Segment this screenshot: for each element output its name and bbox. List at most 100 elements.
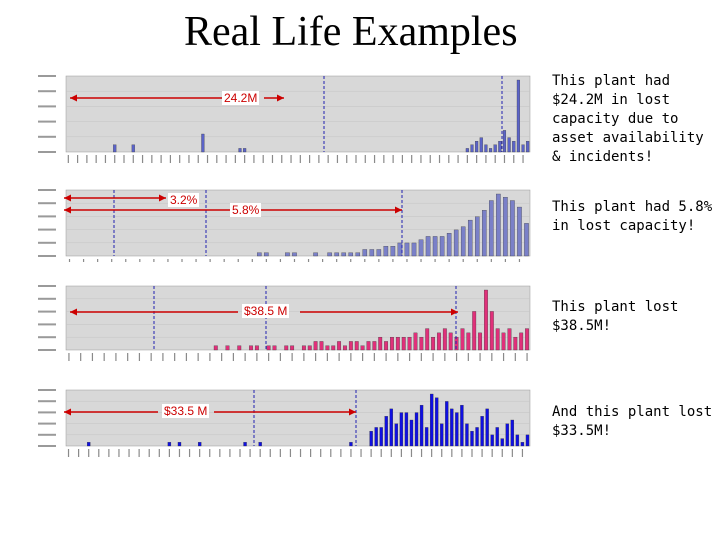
bar	[301, 345, 306, 351]
bar	[450, 408, 454, 447]
x-tick-label	[141, 155, 144, 163]
x-tick-label	[197, 155, 199, 163]
x-tick-label	[360, 449, 362, 457]
y-tick-label	[38, 215, 56, 218]
bar	[369, 249, 375, 257]
x-tick-label	[514, 353, 516, 361]
bar	[337, 341, 342, 351]
x-tick-label	[253, 155, 255, 163]
x-tick-label	[181, 259, 183, 262]
x-tick-label	[259, 449, 261, 457]
bar	[292, 252, 297, 257]
chart-4-annotation: $33.5 M	[162, 404, 210, 418]
chart-panel-2	[34, 188, 534, 262]
bar	[225, 345, 230, 351]
x-tick-label	[491, 449, 493, 457]
x-tick-label	[373, 155, 376, 163]
x-tick-label	[77, 155, 79, 163]
y-tick-label	[38, 323, 56, 326]
bar	[334, 252, 339, 257]
bar	[524, 223, 529, 257]
x-tick-label	[249, 449, 251, 457]
x-tick-label	[114, 155, 116, 163]
x-tick-label	[244, 353, 246, 361]
bar	[472, 311, 477, 351]
x-tick-label	[420, 449, 423, 457]
x-tick-label	[490, 259, 492, 262]
bar	[327, 252, 332, 257]
bar	[505, 423, 509, 447]
x-tick-label	[185, 353, 188, 361]
bar	[460, 328, 465, 351]
x-tick-label	[237, 259, 239, 262]
x-tick-label	[67, 155, 69, 163]
bar	[319, 341, 324, 351]
x-tick-label	[526, 353, 528, 361]
bar	[432, 236, 438, 257]
x-tick-label	[199, 449, 201, 457]
x-tick-label	[271, 155, 274, 163]
x-tick-label	[206, 155, 209, 163]
x-tick-label	[128, 449, 130, 457]
x-tick-label	[326, 353, 328, 361]
x-tick-label	[115, 353, 117, 361]
bar	[521, 144, 525, 153]
bar	[414, 412, 419, 447]
bar	[418, 239, 424, 257]
bar	[378, 336, 383, 351]
bar	[429, 393, 434, 447]
x-tick-label	[390, 449, 392, 457]
x-tick-label	[132, 155, 134, 163]
plot-area	[65, 189, 531, 257]
chart-panel-4	[34, 386, 534, 468]
x-tick-label	[410, 449, 413, 457]
x-tick-label	[169, 155, 171, 163]
x-tick-label	[290, 155, 292, 163]
x-tick-label	[162, 353, 164, 361]
x-tick-label	[501, 449, 503, 457]
bar	[366, 341, 371, 351]
x-tick-label	[479, 353, 481, 361]
bar	[354, 341, 359, 351]
x-tick-label	[216, 155, 218, 163]
bar	[419, 336, 424, 351]
x-tick-label	[108, 449, 110, 457]
y-tick-label	[38, 400, 56, 403]
slide-title: Real Life Examples	[184, 9, 518, 55]
x-tick-label	[455, 353, 458, 361]
x-tick-label	[522, 155, 524, 163]
x-tick-label	[336, 155, 339, 163]
bar	[465, 148, 469, 153]
bar	[360, 345, 365, 351]
x-tick-label	[457, 155, 459, 163]
x-tick-label	[269, 449, 271, 457]
bar	[479, 137, 483, 153]
x-tick-label	[174, 353, 176, 361]
x-tick-label	[400, 449, 402, 457]
x-tick-label	[178, 449, 181, 457]
x-tick-label	[268, 353, 270, 361]
bar	[409, 419, 414, 447]
y-tick-label	[38, 297, 56, 300]
bar	[374, 427, 378, 447]
bar	[424, 427, 429, 447]
y-tick-label	[38, 310, 56, 313]
bar	[343, 345, 347, 351]
x-tick-label	[504, 259, 506, 262]
bar	[394, 423, 399, 447]
bar	[489, 200, 494, 257]
bar	[490, 434, 494, 447]
x-tick-label	[401, 155, 403, 163]
bar	[495, 328, 500, 351]
bar	[525, 434, 530, 447]
x-tick-label	[378, 259, 380, 262]
bar	[369, 430, 373, 447]
x-tick-label	[362, 353, 364, 361]
x-tick-label	[491, 353, 493, 361]
x-tick-label	[88, 449, 90, 457]
x-tick-label	[104, 155, 107, 163]
x-tick-label	[327, 155, 329, 163]
bar	[454, 336, 459, 351]
x-tick-label	[251, 259, 253, 262]
bar	[460, 226, 466, 257]
